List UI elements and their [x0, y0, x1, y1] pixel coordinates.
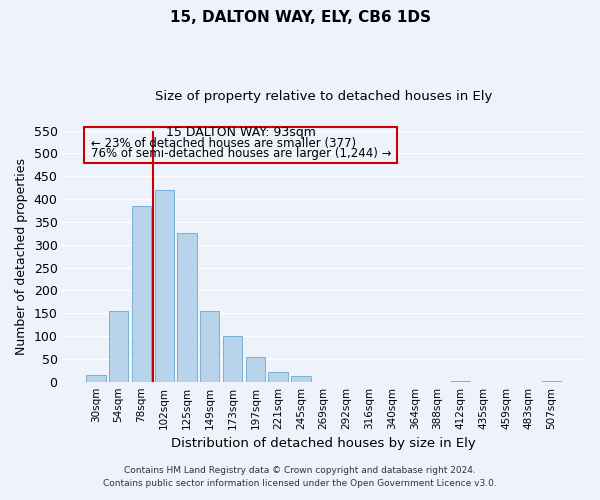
Text: 15 DALTON WAY: 93sqm: 15 DALTON WAY: 93sqm	[166, 126, 316, 140]
Bar	[132, 206, 151, 382]
Bar	[200, 311, 220, 382]
Bar	[178, 234, 197, 382]
Bar	[85, 127, 397, 162]
Text: 15, DALTON WAY, ELY, CB6 1DS: 15, DALTON WAY, ELY, CB6 1DS	[170, 10, 431, 25]
Bar	[451, 381, 470, 382]
Bar	[268, 372, 288, 382]
Text: ← 23% of detached houses are smaller (377): ← 23% of detached houses are smaller (37…	[91, 138, 356, 150]
Bar	[86, 375, 106, 382]
Y-axis label: Number of detached properties: Number of detached properties	[15, 158, 28, 354]
Text: 76% of semi-detached houses are larger (1,244) →: 76% of semi-detached houses are larger (…	[91, 147, 392, 160]
Bar	[109, 311, 128, 382]
Bar	[542, 381, 561, 382]
X-axis label: Distribution of detached houses by size in Ely: Distribution of detached houses by size …	[172, 437, 476, 450]
Bar	[245, 356, 265, 382]
Bar	[155, 190, 174, 382]
Title: Size of property relative to detached houses in Ely: Size of property relative to detached ho…	[155, 90, 493, 103]
Bar	[223, 336, 242, 382]
Bar	[291, 376, 311, 382]
Text: Contains HM Land Registry data © Crown copyright and database right 2024.
Contai: Contains HM Land Registry data © Crown c…	[103, 466, 497, 487]
